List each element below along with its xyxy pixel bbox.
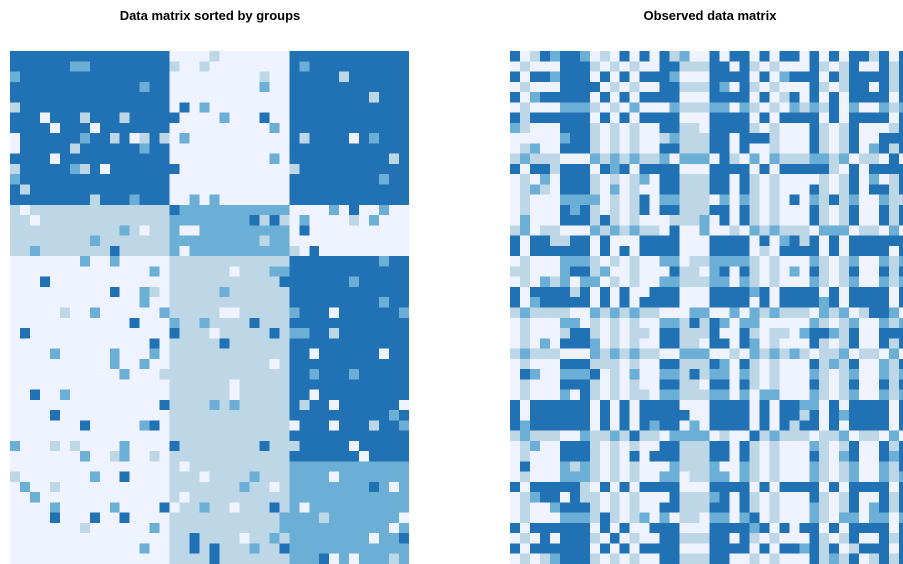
left-chart-title: Data matrix sorted by groups xyxy=(119,8,301,23)
sorted-heatmap xyxy=(10,51,409,564)
right-chart-title: Observed data matrix xyxy=(643,8,777,23)
observed-heatmap xyxy=(510,51,903,564)
